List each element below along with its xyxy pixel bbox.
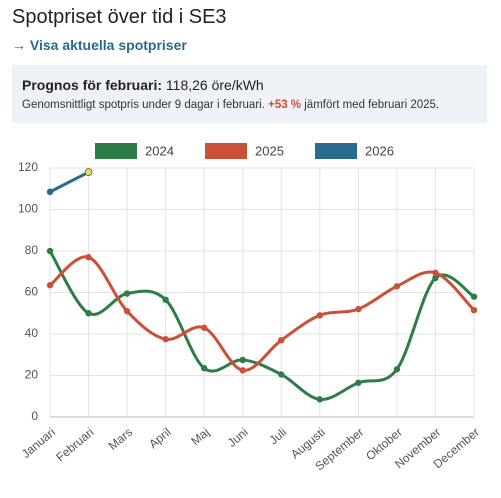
data-point <box>200 324 208 331</box>
link[interactable]: → Visa aktuella spotpriser <box>12 37 187 53</box>
data-point <box>123 290 131 297</box>
data-point <box>432 274 439 282</box>
info-value: 118,26 öre/kWh <box>165 77 264 93</box>
info-box: Prognos för februari: 118,26 öre/kWh Gen… <box>12 65 487 123</box>
data-point <box>200 365 208 372</box>
data-point <box>162 296 169 303</box>
data-point <box>316 312 324 319</box>
data-point <box>393 283 401 290</box>
y-tick-label: 80 <box>25 243 39 257</box>
title: Spotpriset över tid i SE3 <box>12 6 227 28</box>
x-tick-label: Juli <box>266 425 289 447</box>
y-tick-label: 0 <box>31 409 38 423</box>
y-tick-label: 40 <box>25 326 39 340</box>
data-point <box>355 379 362 386</box>
data-point <box>278 371 285 378</box>
series-line <box>49 255 476 372</box>
y-tick-label: 20 <box>25 368 39 382</box>
info-text: Genomsnittligt spotpris under 9 dagar i … <box>22 99 265 111</box>
x-tick-label: April <box>146 425 173 451</box>
x-tick-label: Februari <box>53 425 96 464</box>
data-point <box>393 366 401 373</box>
data-point <box>85 310 92 317</box>
x-tick-label: Januari <box>19 425 58 461</box>
x-tick-label: Maj <box>188 425 212 448</box>
info-change: +53 % <box>268 99 302 111</box>
data-point <box>162 335 169 343</box>
legend-swatch <box>315 143 357 159</box>
legend-label: 2025 <box>255 143 284 158</box>
data-point <box>355 305 362 313</box>
y-tick-label: 60 <box>25 285 39 299</box>
y-tick-label: 120 <box>18 160 38 174</box>
info-text: jämfört med februari 2025. <box>304 99 440 111</box>
x-tick-label: Juni <box>225 425 251 450</box>
data-point <box>123 307 131 315</box>
data-point <box>46 282 54 289</box>
x-tick-label: Mars <box>106 425 135 453</box>
data-point <box>46 247 54 255</box>
info-line: Genomsnittligt spotpris under 9 dagar i … <box>22 99 439 111</box>
data-point <box>470 293 478 300</box>
info-label: Prognos för februari: <box>22 77 163 93</box>
legend-label: 2026 <box>365 143 394 158</box>
y-tick-label: 100 <box>18 202 38 216</box>
data-point <box>85 254 92 261</box>
data-point <box>316 396 324 403</box>
data-point <box>278 337 285 344</box>
data-point <box>239 356 246 364</box>
legend-swatch <box>95 143 137 159</box>
legend-swatch <box>205 143 247 159</box>
legend-label: 2024 <box>145 143 174 158</box>
data-point <box>84 168 93 177</box>
data-point <box>239 367 246 374</box>
info-line: Prognos för februari: 118,26 öre/kWh <box>22 77 264 93</box>
series-line <box>49 170 90 194</box>
data-point <box>46 188 54 196</box>
data-point <box>470 306 478 314</box>
data-point <box>432 269 439 276</box>
series-line <box>48 250 475 401</box>
